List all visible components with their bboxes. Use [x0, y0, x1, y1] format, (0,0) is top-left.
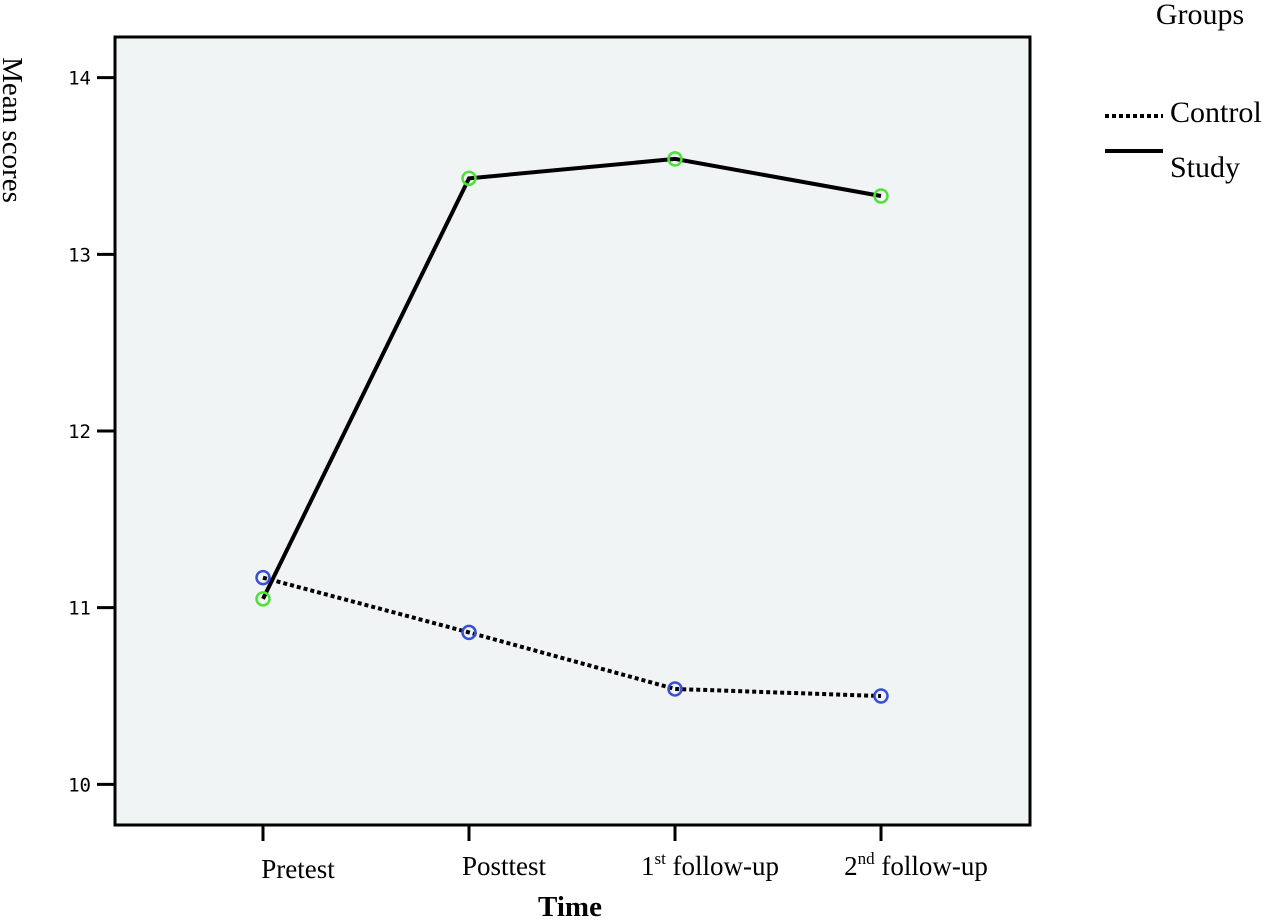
- x-tick-label-superscript: st: [654, 849, 666, 868]
- data-point-control: [667, 681, 683, 697]
- data-point-control: [461, 624, 477, 641]
- legend-title: Groups: [1156, 0, 1244, 31]
- series-line-study: [261, 156, 882, 600]
- data-point-study: [667, 151, 683, 167]
- y-axis: 10 11 12 13 14: [68, 68, 115, 796]
- data-point-control: [255, 569, 271, 586]
- legend-item-study: Study: [1105, 149, 1240, 184]
- y-tick-label: 12: [68, 421, 91, 443]
- plot-area: [113, 35, 1032, 827]
- series-line-control: [262, 575, 882, 699]
- data-point-study: [255, 591, 271, 607]
- legend-label-study: Study: [1170, 151, 1240, 184]
- x-tick-label-base: Posttest: [462, 851, 547, 881]
- x-tick-label-rest: follow-up: [875, 851, 988, 881]
- x-tick-label-superscript: nd: [858, 849, 876, 868]
- y-axis-title: Mean scores: [0, 57, 28, 203]
- x-tick-label-base: 2: [844, 851, 858, 881]
- x-tick-label-rest: follow-up: [666, 851, 779, 881]
- data-point-study: [873, 188, 889, 204]
- x-axis-title: Time: [538, 891, 602, 920]
- data-point-study: [461, 170, 477, 187]
- legend: Groups Control Study: [1105, 0, 1262, 184]
- legend-item-control: Control: [1105, 96, 1262, 129]
- x-tick-label: Posttest: [462, 851, 547, 881]
- y-tick-label: 10: [68, 774, 91, 796]
- data-point-control: [873, 688, 889, 704]
- x-axis: Pretest Posttest 1st follow-up 2nd follow-u…: [261, 825, 988, 884]
- x-tick-label-base: 1: [641, 851, 655, 881]
- x-tick-label: 2nd follow-up: [844, 849, 988, 881]
- y-tick-label: 11: [68, 598, 91, 620]
- legend-label-control: Control: [1170, 96, 1262, 129]
- series-layer: [255, 151, 889, 704]
- x-tick-label-base: Pretest: [261, 854, 335, 884]
- x-tick-label: Pretest: [261, 854, 335, 884]
- y-tick-label: 14: [68, 68, 91, 90]
- y-tick-label: 13: [68, 244, 91, 266]
- x-tick-label: 1st follow-up: [641, 849, 779, 881]
